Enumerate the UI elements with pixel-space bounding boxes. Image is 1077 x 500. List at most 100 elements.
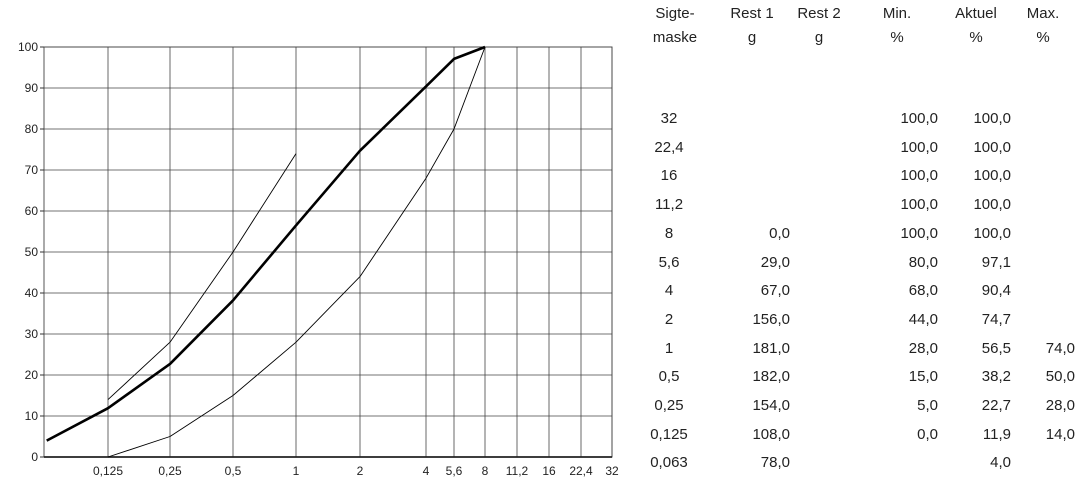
cell-max: 74,0 [1045, 339, 1075, 357]
cell-actual: 100,0 [973, 110, 1011, 127]
cell-sieve: 0,5 [658, 368, 680, 386]
table-row: 32 100,0 100,0 [640, 109, 1077, 129]
cell-sieve: 8 [664, 224, 674, 242]
cell-actual: 100,0 [973, 138, 1011, 156]
table-row: 22,4 100,0 100,0 [640, 138, 1077, 158]
y-tick-label: 70 [25, 163, 39, 177]
cell-min: 100,0 [900, 167, 938, 185]
cell-rest1: 29,0 [760, 253, 790, 271]
cell-actual: 11,9 [982, 425, 1011, 443]
cell-sieve: 5,6 [658, 253, 680, 271]
cell-actual: 56,5 [981, 339, 1011, 357]
cell-rest1: 108,0 [752, 425, 790, 443]
y-tick-label: 10 [25, 409, 39, 423]
max-limit-line [107, 153, 297, 400]
min-limit-line [107, 46, 486, 458]
cell-actual: 38,2 [981, 368, 1011, 386]
cell-min: 80,0 [908, 253, 938, 271]
cell-min: 100,0 [900, 110, 938, 127]
table-row: 0,125 108,0 0,0 11,9 14,0 [640, 425, 1077, 445]
cell-rest1: 182,0 [752, 368, 790, 386]
cell-actual: 22,7 [981, 397, 1011, 414]
y-axis-ticks: 0 10 20 30 40 50 60 70 80 90 100 [18, 40, 44, 464]
column-header: Min.% [870, 4, 924, 48]
x-tick-label: 16 [542, 464, 556, 478]
cell-min: 100,0 [900, 224, 938, 242]
column-header-line2: % [890, 29, 904, 46]
cell-actual: 90,4 [981, 282, 1011, 300]
cell-sieve: 0,25 [654, 397, 684, 414]
y-tick-label: 20 [25, 368, 39, 382]
column-header: Aktuel% [946, 4, 1006, 48]
cell-min: 44,0 [908, 310, 938, 328]
cell-actual: 100,0 [973, 224, 1011, 242]
x-tick-label: 2 [357, 464, 364, 478]
cell-min: 15,0 [908, 368, 938, 386]
x-tick-label: 5,6 [446, 464, 463, 478]
x-tick-label: 22,4 [569, 464, 593, 478]
column-header-line2: g [814, 29, 824, 46]
column-header-line2: maske [652, 29, 698, 46]
x-tick-label: 1 [293, 464, 300, 478]
column-header-line2: % [969, 29, 983, 46]
x-tick-label: 4 [423, 464, 430, 478]
y-tick-label: 30 [25, 327, 39, 341]
column-header-line2: % [1036, 29, 1050, 46]
y-tick-label: 80 [25, 122, 39, 136]
column-header-line1: Aktuel [955, 5, 997, 22]
table-row: 5,6 29,0 80,0 97,1 [640, 253, 1077, 273]
cell-sieve: 22,4 [654, 138, 684, 156]
table-row: 0,25 154,0 5,0 22,7 28,0 [640, 396, 1077, 416]
grid-lines [44, 46, 613, 458]
cell-min: 100,0 [900, 196, 938, 214]
cell-rest1: 67,0 [760, 282, 790, 300]
cell-actual: 100,0 [973, 196, 1011, 214]
cell-max: 50,0 [1045, 368, 1075, 386]
cell-rest1: 156,0 [752, 310, 790, 328]
sieve-curve-chart: 0 10 20 30 40 50 60 70 80 90 100 0,125 0,25 0,5 1 2 4 5,… [18, 40, 619, 478]
sieve-table: Sigte-maske Rest 1 g Rest 2 g Min.% Aktuel% Max… [640, 4, 1077, 500]
cell-min: 28,0 [908, 339, 938, 357]
chart-series [46, 45, 486, 458]
cell-rest1: 78,0 [760, 454, 790, 472]
x-tick-label: 11,2 [506, 464, 529, 478]
table-row: 8 0,0 100,0 100,0 [640, 224, 1077, 244]
y-tick-label: 100 [18, 40, 38, 54]
column-header-line1: Sigte- [655, 5, 695, 22]
cell-min: 0,0 [917, 425, 938, 443]
cell-max: 14,0 [1045, 425, 1075, 443]
cell-actual: 74,7 [981, 310, 1011, 328]
cell-rest1: 154,0 [752, 397, 790, 414]
table-row: 1 181,0 28,0 56,5 74,0 [640, 339, 1077, 359]
x-tick-label: 0,5 [225, 464, 242, 478]
column-header: Rest 1 g [722, 4, 782, 48]
cell-rest1: 181,0 [752, 339, 790, 357]
cell-sieve: 1 [664, 339, 674, 357]
column-header-line1: Min. [882, 5, 912, 22]
cell-rest1: 0,0 [769, 224, 790, 242]
cell-sieve: 11,2 [654, 196, 684, 214]
x-tick-label: 0,125 [93, 464, 123, 478]
y-tick-label: 40 [25, 286, 39, 300]
column-header: Sigte-maske [640, 4, 710, 48]
cell-min: 5,0 [917, 397, 938, 414]
table-row: 16 100,0 100,0 [640, 166, 1077, 186]
table-row: 0,5 182,0 15,0 38,2 50,0 [640, 367, 1077, 387]
column-header-line1: Rest 2 [797, 5, 841, 22]
table-row: 2 156,0 44,0 74,7 [640, 310, 1077, 330]
column-header-line1: Max. [1026, 5, 1060, 22]
y-tick-label: 50 [25, 245, 39, 259]
x-tick-label: 8 [482, 464, 489, 478]
cell-actual: 100,0 [973, 167, 1011, 185]
table-row: 4 67,0 68,0 90,4 [640, 281, 1077, 301]
cell-actual: 4,0 [990, 454, 1011, 472]
x-tick-label: 32 [605, 464, 619, 478]
cell-sieve: 32 [660, 110, 678, 127]
x-axis-ticks: 0,125 0,25 0,5 1 2 4 5,6 8 11,2 16 22,4 32 [93, 464, 619, 478]
cell-max: 28,0 [1045, 397, 1075, 414]
y-tick-label: 90 [25, 81, 39, 95]
cell-sieve: 4 [664, 282, 674, 300]
cell-sieve: 0,063 [650, 454, 688, 472]
cell-sieve: 16 [660, 167, 678, 185]
cell-actual: 97,1 [981, 253, 1011, 271]
